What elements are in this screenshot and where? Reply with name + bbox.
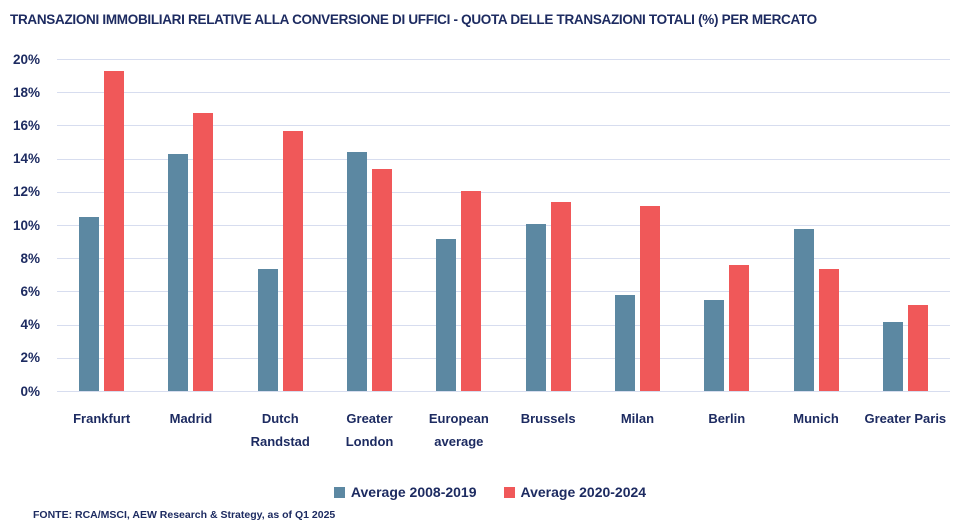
gridline	[57, 324, 950, 326]
y-tick-label: 10%	[12, 217, 40, 233]
y-tick-label: 12%	[12, 184, 40, 200]
x-category-label: Greater Paris	[864, 411, 947, 426]
bar-series1-cat5	[436, 238, 457, 392]
bar-series2-cat7	[639, 205, 660, 392]
gridline	[57, 125, 950, 127]
gridline	[57, 191, 950, 193]
bar-series2-cat4	[372, 169, 393, 392]
legend: Average 2008-2019 Average 2020-2024	[0, 484, 980, 500]
x-category-label: Greater London	[345, 411, 394, 449]
bar-series1-cat6	[525, 223, 546, 392]
bar-series1-cat2	[168, 154, 189, 392]
x-category-label: Milan	[620, 411, 655, 426]
bar-series1-cat9	[793, 228, 814, 392]
bar-series2-cat3	[282, 130, 303, 392]
x-category-label: Berlin	[708, 411, 746, 426]
gridline	[57, 59, 950, 60]
bar-series1-cat8	[704, 300, 725, 392]
gridline	[57, 225, 950, 226]
y-tick-label: 8%	[20, 250, 40, 266]
x-category-label: Frankfurt	[73, 411, 131, 426]
bar-series2-cat6	[550, 202, 571, 392]
gridline	[57, 291, 950, 293]
source-note: FONTE: RCA/MSCI, AEW Research & Strategy…	[33, 509, 336, 521]
bar-series2-cat5	[461, 190, 482, 392]
bar-series1-cat4	[347, 152, 368, 392]
x-category-label: Madrid	[169, 411, 213, 426]
legend-swatch-red	[503, 486, 515, 498]
legend-label: Average 2020-2024	[520, 484, 647, 500]
y-tick-label: 2%	[20, 350, 40, 366]
x-category-label: Dutch Randstad	[250, 411, 310, 449]
bar-series1-cat1	[79, 217, 100, 392]
bar-series2-cat2	[193, 112, 214, 392]
chart-title: TRANSAZIONI IMMOBILIARI RELATIVE ALLA CO…	[10, 12, 817, 27]
y-tick-label: 4%	[20, 317, 40, 333]
bar-series2-cat9	[818, 268, 839, 392]
bar-series1-cat7	[614, 295, 635, 392]
gridline	[57, 258, 950, 260]
legend-item-average-2008-2019: Average 2008-2019	[333, 484, 477, 500]
gridline	[57, 357, 950, 359]
legend-item-average-2020-2024: Average 2020-2024	[503, 484, 647, 500]
y-tick-label: 16%	[12, 117, 40, 133]
bar-series2-cat1	[104, 71, 125, 392]
gridline	[57, 92, 950, 94]
gridline	[57, 391, 950, 392]
bar-series1-cat10	[882, 321, 903, 392]
x-category-label: European average	[428, 411, 489, 449]
bar-series2-cat8	[729, 265, 750, 392]
y-tick-label: 18%	[12, 84, 40, 100]
bar-series1-cat3	[257, 268, 278, 392]
y-tick-label: 6%	[20, 283, 40, 299]
y-tick-label: 14%	[12, 151, 40, 167]
legend-swatch-blue	[333, 486, 345, 498]
y-tick-label: 20%	[12, 51, 40, 67]
y-tick-label: 0%	[20, 383, 40, 399]
x-category-label: Munich	[793, 411, 839, 426]
x-category-label: Brussels	[520, 411, 576, 426]
legend-label: Average 2008-2019	[350, 484, 477, 500]
bar-series2-cat10	[907, 305, 928, 392]
gridline	[57, 158, 950, 160]
